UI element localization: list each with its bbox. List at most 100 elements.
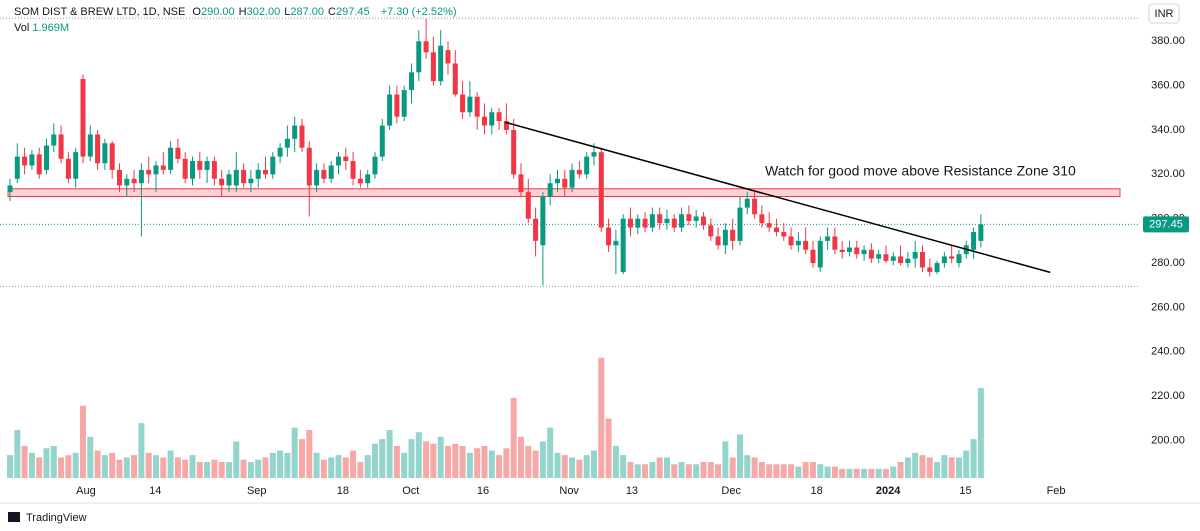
volume-bar <box>474 448 481 478</box>
candle-body <box>803 240 809 250</box>
candle-body <box>868 249 874 259</box>
volume-bar <box>569 457 576 478</box>
volume-bar <box>817 464 824 478</box>
candle-body <box>197 161 203 170</box>
candle-body <box>861 249 867 255</box>
x-tick-label: 15 <box>959 485 971 497</box>
volume-bar <box>919 455 926 478</box>
candle-body <box>547 183 553 197</box>
volume-bar <box>766 464 773 478</box>
volume-bar <box>320 459 327 478</box>
x-tick-label: Oct <box>402 485 419 497</box>
trend-line <box>504 121 1051 274</box>
volume-bar <box>773 464 780 478</box>
volume-bar <box>50 445 57 478</box>
candle-body <box>533 218 539 241</box>
volume-bar <box>277 450 284 478</box>
candle-body <box>949 256 955 259</box>
volume-bar <box>437 436 444 478</box>
candle-body <box>606 227 612 246</box>
candle-body <box>343 156 349 162</box>
volume-bar <box>371 443 378 478</box>
ohlc-label: O <box>192 6 201 18</box>
currency-box[interactable] <box>1148 3 1180 24</box>
candle-body <box>635 218 641 228</box>
volume-bar <box>547 427 554 478</box>
volume-bar <box>87 436 94 478</box>
candle-body <box>124 178 130 186</box>
volume-bar <box>444 445 451 478</box>
candle-body <box>467 96 473 113</box>
candle-body <box>744 198 750 208</box>
volume-bars <box>7 357 984 478</box>
volume-bar <box>934 461 941 478</box>
candle-body <box>401 90 407 117</box>
volume-legend: Vol 1.969M <box>14 22 73 34</box>
candle-body <box>671 218 677 228</box>
candle-body <box>613 240 619 246</box>
candle-body <box>233 169 239 186</box>
candle-body <box>554 178 560 184</box>
x-tick-label: 13 <box>626 485 638 497</box>
y-tick-label: 360.00 <box>1151 80 1185 92</box>
volume-bar <box>342 457 349 478</box>
candle-body <box>627 218 633 228</box>
x-tick-label: 16 <box>477 485 489 497</box>
volume-bar <box>598 357 605 478</box>
candle-body <box>657 214 663 224</box>
volume-bar <box>693 464 700 478</box>
volume-bar <box>831 466 838 478</box>
volume-bar <box>612 445 619 478</box>
candle-body <box>825 236 831 241</box>
volume-bar <box>459 445 466 478</box>
candle-body <box>649 214 655 228</box>
candle-body <box>773 227 779 233</box>
brand: TradingView <box>26 512 87 524</box>
candle-body <box>65 158 71 179</box>
candle-body <box>306 147 312 186</box>
candle-body <box>956 254 962 264</box>
candle-body <box>525 192 531 219</box>
candle-body <box>365 174 371 184</box>
volume-bar <box>875 468 882 478</box>
candle-body <box>58 134 64 159</box>
candle-body <box>460 94 466 113</box>
volume-bar <box>861 468 868 478</box>
volume-bar <box>255 459 262 478</box>
candle-body <box>189 161 195 179</box>
candle-body <box>95 134 101 164</box>
volume-bar <box>656 457 663 478</box>
candle-body <box>372 156 378 175</box>
candle-body <box>452 63 458 95</box>
candle-body <box>335 156 341 166</box>
volume-bar <box>955 457 962 478</box>
candle-body <box>262 169 268 175</box>
volume-bar <box>627 461 634 478</box>
volume-bar <box>204 461 211 478</box>
volume-bar <box>116 459 123 478</box>
volume-bar <box>744 455 751 478</box>
candle-body <box>912 251 918 259</box>
volume-bar <box>138 423 145 478</box>
volume-bar <box>488 450 495 478</box>
candle-body <box>43 145 49 170</box>
candle-body <box>489 112 495 126</box>
brand-logo: TradingView <box>8 512 87 524</box>
volume-bar <box>583 455 590 478</box>
candle-body <box>905 258 911 264</box>
candle-body <box>387 94 393 126</box>
volume-bar <box>211 459 218 478</box>
volume-bar <box>707 461 714 478</box>
volume-bar <box>671 464 678 478</box>
candle-body <box>752 198 758 215</box>
y-tick-label: 320.00 <box>1151 168 1185 180</box>
volume-bar <box>101 455 108 478</box>
x-tick-label: 14 <box>149 485 161 497</box>
volume-bar <box>423 441 430 478</box>
candle-body <box>481 116 487 126</box>
ohlc-label: L <box>284 6 291 18</box>
volume-bar <box>912 452 919 478</box>
annotation: Watch for good move above Resistance Zon… <box>765 163 1076 179</box>
volume-bar <box>160 457 167 478</box>
candle-body <box>270 156 276 175</box>
